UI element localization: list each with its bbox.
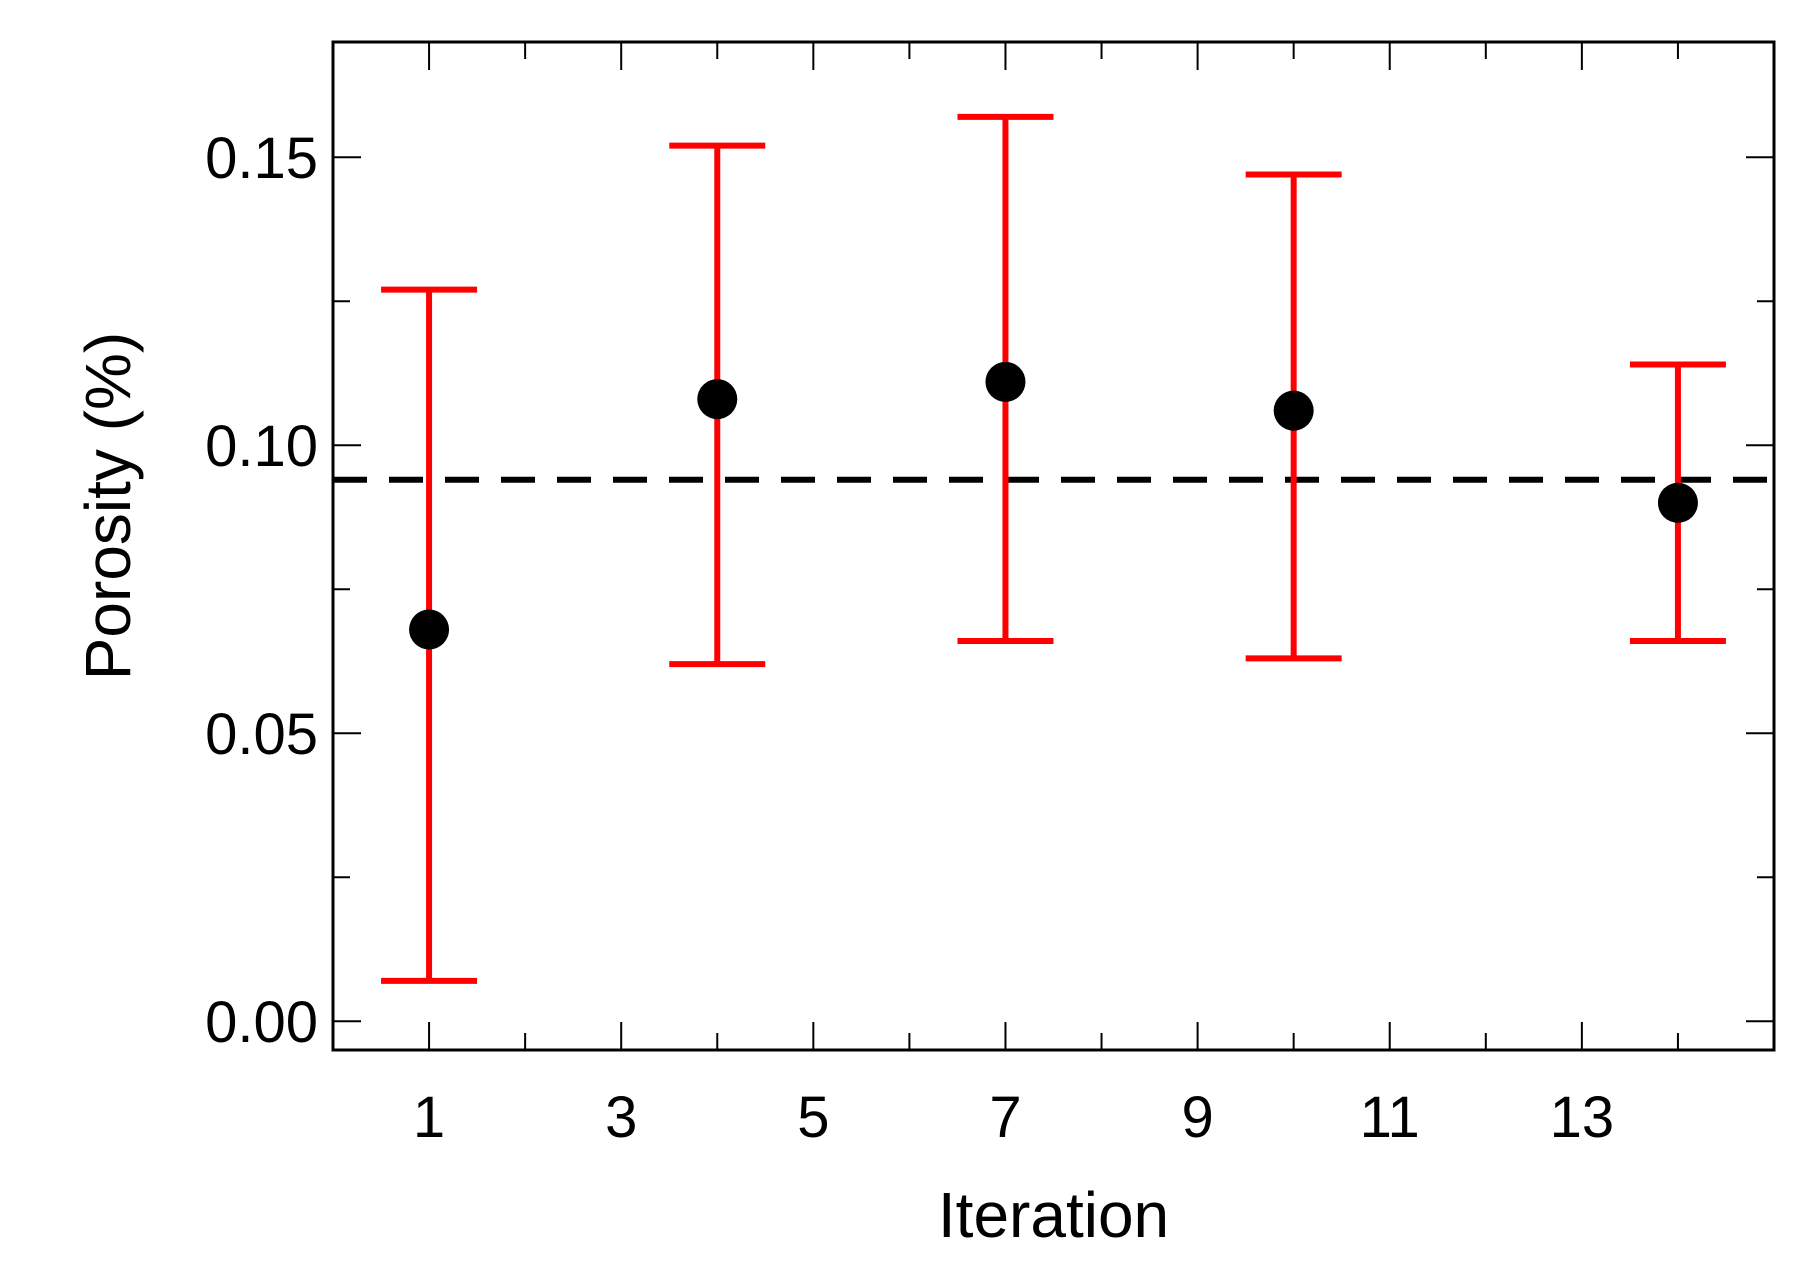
x-tick-label: 1 bbox=[413, 1085, 445, 1150]
y-tick-label: 0.00 bbox=[205, 990, 318, 1055]
x-tick-label: 5 bbox=[797, 1085, 829, 1150]
y-tick-label: 0.10 bbox=[205, 414, 318, 479]
x-tick-label: 11 bbox=[1360, 1085, 1420, 1150]
y-tick-label: 0.15 bbox=[205, 126, 318, 191]
x-tick-label: 13 bbox=[1550, 1085, 1615, 1150]
points-layer bbox=[409, 361, 1698, 650]
data-point bbox=[1657, 482, 1698, 523]
data-point bbox=[409, 609, 450, 650]
data-point bbox=[697, 379, 738, 420]
data-point bbox=[1273, 390, 1314, 431]
x-axis-title: Iteration bbox=[938, 1179, 1169, 1251]
x-tick-label: 3 bbox=[605, 1085, 637, 1150]
errorbar-layer bbox=[381, 113, 1726, 984]
ticks-layer bbox=[333, 42, 1774, 1050]
tick-labels-layer: 1 3 5 7 9 11 130.000.050.100.15 bbox=[205, 126, 1614, 1150]
plot-frame bbox=[331, 40, 1776, 1052]
x-tick-label: 7 bbox=[989, 1085, 1021, 1150]
data-point bbox=[985, 361, 1026, 402]
y-tick-label: 0.05 bbox=[205, 702, 318, 767]
y-axis-title: Porosity (%) bbox=[72, 332, 144, 681]
x-tick-label: 9 bbox=[1181, 1085, 1213, 1150]
